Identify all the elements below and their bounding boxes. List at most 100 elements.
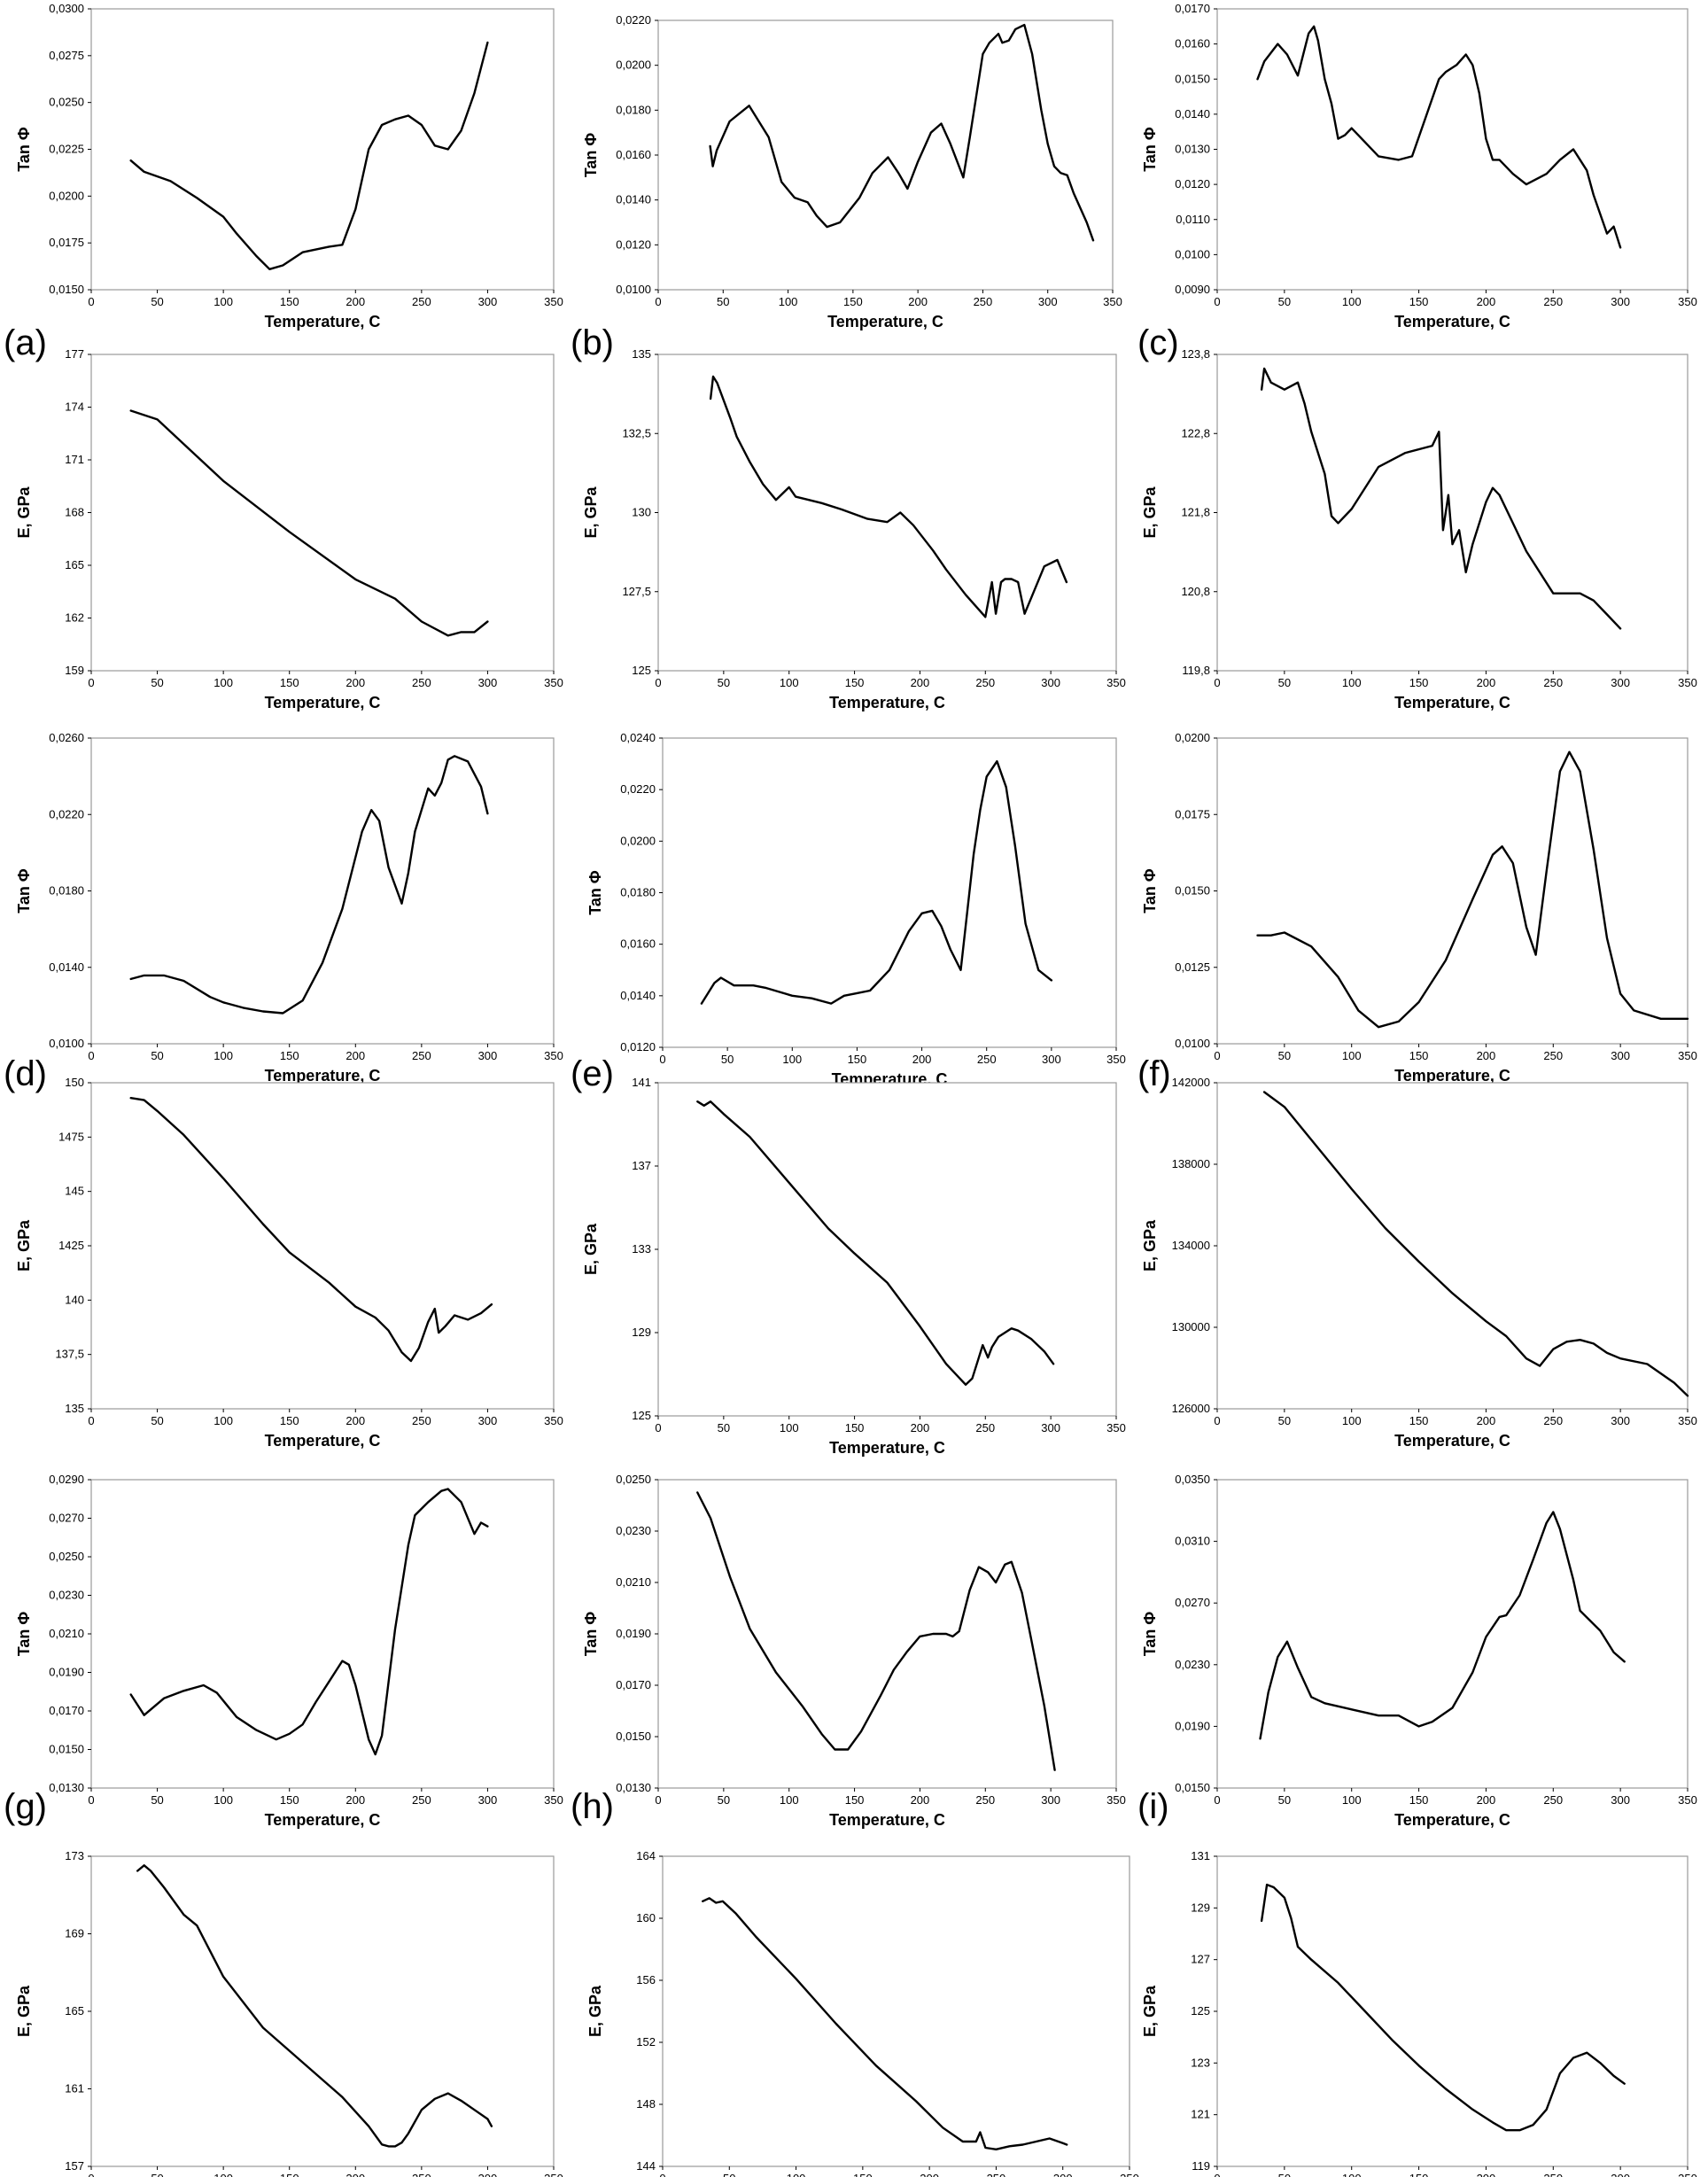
series-line: [1260, 367, 1622, 630]
x-tick-label: 350: [544, 2172, 563, 2177]
y-tick-label: 0,0100: [1175, 247, 1210, 260]
x-tick-label: 300: [1041, 676, 1060, 689]
x-tick-label: 150: [845, 1793, 865, 1807]
y-tick-label: 173: [65, 1849, 84, 1862]
x-tick-label: 300: [1042, 1053, 1061, 1066]
y-tick-label: 0,0140: [49, 960, 84, 974]
y-tick-label: 0,0190: [49, 1666, 84, 1679]
plot-frame: [1216, 354, 1689, 672]
x-tick-label: 250: [1543, 1793, 1563, 1807]
chart-panel-10: 0 50 100 150 200 250 300 350 135 137,5 140 1425 145 1…: [15, 1076, 563, 1450]
x-tick-label: 350: [1678, 295, 1697, 308]
y-tick-label: 0,0230: [49, 1589, 84, 1602]
x-tick-label: 150: [1409, 1414, 1429, 1427]
x-tick-label: 50: [151, 676, 163, 689]
y-tick-label: 0,0350: [1175, 1473, 1210, 1486]
x-axis-title: Temperature, C: [829, 1811, 945, 1829]
y-tick-label: 135: [632, 347, 651, 361]
y-tick-label: 0,0175: [49, 236, 84, 249]
y-tick-label: 0,0200: [620, 834, 656, 847]
panel-label-a: (a): [4, 323, 47, 362]
y-tick-label: 0,0270: [49, 1512, 84, 1525]
panel-label-f: (f): [1137, 1054, 1171, 1093]
plot-frame: [657, 354, 1117, 672]
y-tick-label: 0,0260: [49, 731, 84, 744]
x-axis-title: Temperature, C: [265, 1811, 381, 1829]
y-tick-label: 0,0240: [620, 731, 656, 744]
chart-panel-2: 0 50 100 150 200 250 300 350 0,0100 0,0120 0,0140 0…: [582, 13, 1122, 330]
y-tick-label: 138000: [1172, 1157, 1210, 1170]
y-tick-label: 0,0230: [1175, 1658, 1210, 1671]
y-tick-label: 0,0160: [616, 148, 651, 161]
plot-frame: [657, 1082, 1117, 1417]
y-tick-label: 144: [636, 2159, 656, 2173]
y-axis-title: E, GPa: [15, 486, 33, 539]
x-tick-label: 50: [721, 1053, 734, 1066]
y-axis-title: Tan Φ: [582, 133, 600, 178]
y-axis-title: Tan Φ: [1141, 868, 1159, 914]
y-tick-label: 0,0225: [49, 143, 84, 156]
chart-panel-12: 0 50 100 150 200 250 300 350 126000 130000 134000 1…: [1141, 1076, 1697, 1450]
x-tick-label: 100: [214, 295, 233, 308]
x-tick-label: 150: [845, 676, 865, 689]
plot-frame: [1216, 1855, 1689, 2167]
x-tick-label: 150: [1409, 1793, 1429, 1807]
x-tick-label: 0: [88, 1793, 94, 1807]
y-tick-label: 0,0100: [616, 283, 651, 296]
y-tick-label: 0,0300: [49, 2, 84, 15]
x-axis-title: Temperature, C: [1394, 1432, 1510, 1450]
y-axis-title: Tan Φ: [1141, 127, 1159, 172]
series-line: [709, 23, 1095, 242]
x-tick-label: 150: [1409, 676, 1429, 689]
x-tick-label: 0: [1214, 2172, 1220, 2177]
y-tick-label: 0,0140: [616, 193, 651, 206]
y-tick-label: 0,0170: [616, 1678, 651, 1691]
y-axis-title: E, GPa: [1141, 1219, 1159, 1271]
y-tick-label: 0,0140: [620, 989, 656, 1002]
y-tick-label: 123,8: [1181, 347, 1210, 361]
x-tick-label: 200: [345, 2172, 365, 2177]
plot-frame: [662, 737, 1117, 1048]
y-tick-label: 0,0150: [1175, 72, 1210, 85]
y-tick-label: 0,0230: [616, 1524, 651, 1537]
y-tick-label: 0,0130: [1175, 143, 1210, 156]
y-tick-label: 132,5: [622, 426, 651, 439]
x-tick-label: 250: [412, 1414, 431, 1427]
y-tick-label: 0,0120: [620, 1040, 656, 1054]
series-line: [1256, 25, 1622, 249]
x-tick-label: 250: [1543, 1414, 1563, 1427]
chart-panel-16: 050100150200250300350157161165169173Temp…: [15, 1849, 563, 2177]
y-tick-label: 0,0180: [49, 884, 84, 898]
y-tick-label: 0,0180: [620, 886, 656, 899]
x-tick-label: 250: [977, 1053, 997, 1066]
x-axis-title: Temperature, C: [265, 313, 381, 330]
x-axis-title: Temperature, C: [265, 1067, 381, 1085]
y-tick-label: 0,0250: [49, 1550, 84, 1563]
x-tick-label: 350: [1678, 1049, 1697, 1062]
x-tick-label: 200: [1477, 1414, 1496, 1427]
x-tick-label: 50: [151, 295, 163, 308]
x-tick-label: 200: [345, 295, 365, 308]
y-tick-label: 160: [636, 1911, 656, 1924]
y-tick-label: 0,0200: [1175, 731, 1210, 744]
series-line: [696, 1100, 1055, 1387]
x-tick-label: 50: [718, 1421, 730, 1434]
x-tick-label: 100: [1342, 1414, 1362, 1427]
chart-panel-18: 0 50 100 150 200 250 300 350 119 121 123 125 127 129 1…: [1141, 1849, 1697, 2177]
chart-panel-1: 0 50 100 150 200 250 300 350 0,0150 0,0175 0,0200 0…: [15, 2, 563, 330]
y-tick-label: 0,0175: [1175, 807, 1210, 820]
y-tick-label: 0,0140: [1175, 107, 1210, 121]
y-tick-label: 145: [65, 1185, 84, 1198]
y-tick-label: 120,8: [1181, 585, 1210, 598]
chart-panel-9: 0 50 100 150 200 250 300 350 0,0100 0,0125 0,0150 0…: [1141, 731, 1697, 1085]
x-tick-label: 300: [1038, 295, 1058, 308]
x-tick-label: 100: [782, 1053, 802, 1066]
y-tick-label: 127: [1191, 1953, 1210, 1966]
x-tick-label: 250: [975, 676, 995, 689]
y-tick-label: 0,0160: [1175, 37, 1210, 51]
x-axis-title: Temperature, C: [1394, 313, 1510, 330]
x-tick-label: 0: [659, 1053, 665, 1066]
series-line: [129, 1096, 493, 1363]
x-tick-label: 350: [1120, 2172, 1139, 2177]
y-tick-label: 0,0220: [616, 13, 651, 27]
